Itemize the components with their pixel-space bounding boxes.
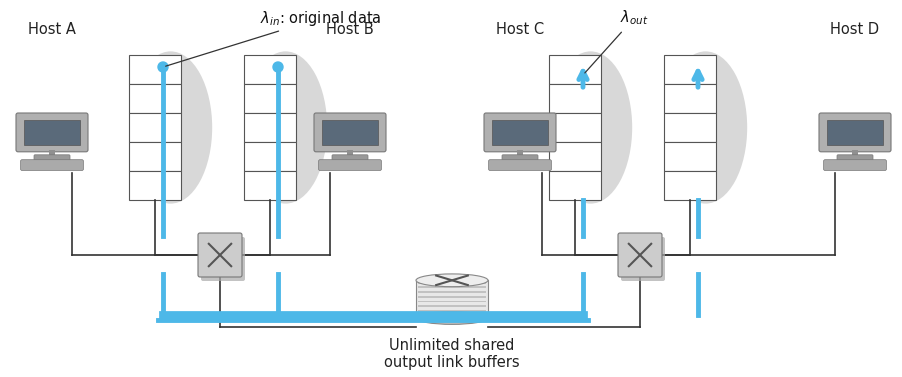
Bar (418, 310, 485, 312)
FancyBboxPatch shape (198, 233, 242, 277)
FancyBboxPatch shape (314, 113, 385, 152)
Bar (418, 315, 485, 317)
Bar (663, 84, 715, 113)
Bar (418, 282, 485, 284)
FancyBboxPatch shape (21, 160, 83, 170)
Bar (244, 55, 296, 84)
Circle shape (158, 62, 168, 72)
Bar (826, 120, 882, 145)
Bar (129, 84, 180, 113)
FancyBboxPatch shape (332, 155, 368, 160)
Text: Host D: Host D (830, 23, 879, 37)
Text: Unlimited shared
output link buffers: Unlimited shared output link buffers (383, 337, 520, 370)
Bar (548, 171, 601, 200)
Bar (418, 287, 485, 288)
Bar (418, 291, 485, 293)
FancyBboxPatch shape (416, 280, 487, 318)
Ellipse shape (244, 51, 327, 204)
FancyBboxPatch shape (823, 160, 886, 170)
Bar (851, 150, 858, 156)
Text: $\lambda_{in}$: original data: $\lambda_{in}$: original data (165, 9, 382, 66)
FancyBboxPatch shape (836, 155, 872, 160)
Bar (346, 150, 353, 156)
Bar (492, 120, 548, 145)
Bar (548, 84, 601, 113)
Bar (244, 171, 296, 200)
Text: $\lambda_{out}$: $\lambda_{out}$ (584, 9, 648, 73)
Bar (49, 150, 55, 156)
Bar (322, 120, 377, 145)
Ellipse shape (129, 51, 212, 204)
Ellipse shape (416, 274, 487, 287)
Bar (548, 142, 601, 171)
Bar (418, 296, 485, 298)
Bar (244, 142, 296, 171)
Ellipse shape (663, 51, 746, 204)
Bar (24, 120, 79, 145)
Text: Host C: Host C (495, 23, 544, 37)
Bar (129, 113, 180, 142)
Bar (663, 142, 715, 171)
Bar (663, 55, 715, 84)
FancyBboxPatch shape (502, 155, 538, 160)
FancyBboxPatch shape (617, 233, 661, 277)
Bar (548, 113, 601, 142)
Bar (663, 171, 715, 200)
Bar (516, 150, 523, 156)
FancyBboxPatch shape (621, 237, 664, 281)
FancyBboxPatch shape (483, 113, 556, 152)
Bar (244, 84, 296, 113)
Bar (129, 142, 180, 171)
Bar (548, 55, 601, 84)
FancyBboxPatch shape (818, 113, 890, 152)
FancyBboxPatch shape (201, 237, 244, 281)
FancyBboxPatch shape (34, 155, 70, 160)
Ellipse shape (548, 51, 631, 204)
FancyBboxPatch shape (16, 113, 87, 152)
Bar (418, 300, 485, 302)
FancyBboxPatch shape (318, 160, 381, 170)
Bar (663, 113, 715, 142)
Bar (129, 55, 180, 84)
FancyBboxPatch shape (488, 160, 551, 170)
Bar (418, 305, 485, 307)
Text: Host A: Host A (28, 23, 76, 37)
Circle shape (272, 62, 282, 72)
Ellipse shape (416, 312, 487, 324)
Bar (244, 113, 296, 142)
Bar (129, 171, 180, 200)
Text: Host B: Host B (326, 23, 373, 37)
